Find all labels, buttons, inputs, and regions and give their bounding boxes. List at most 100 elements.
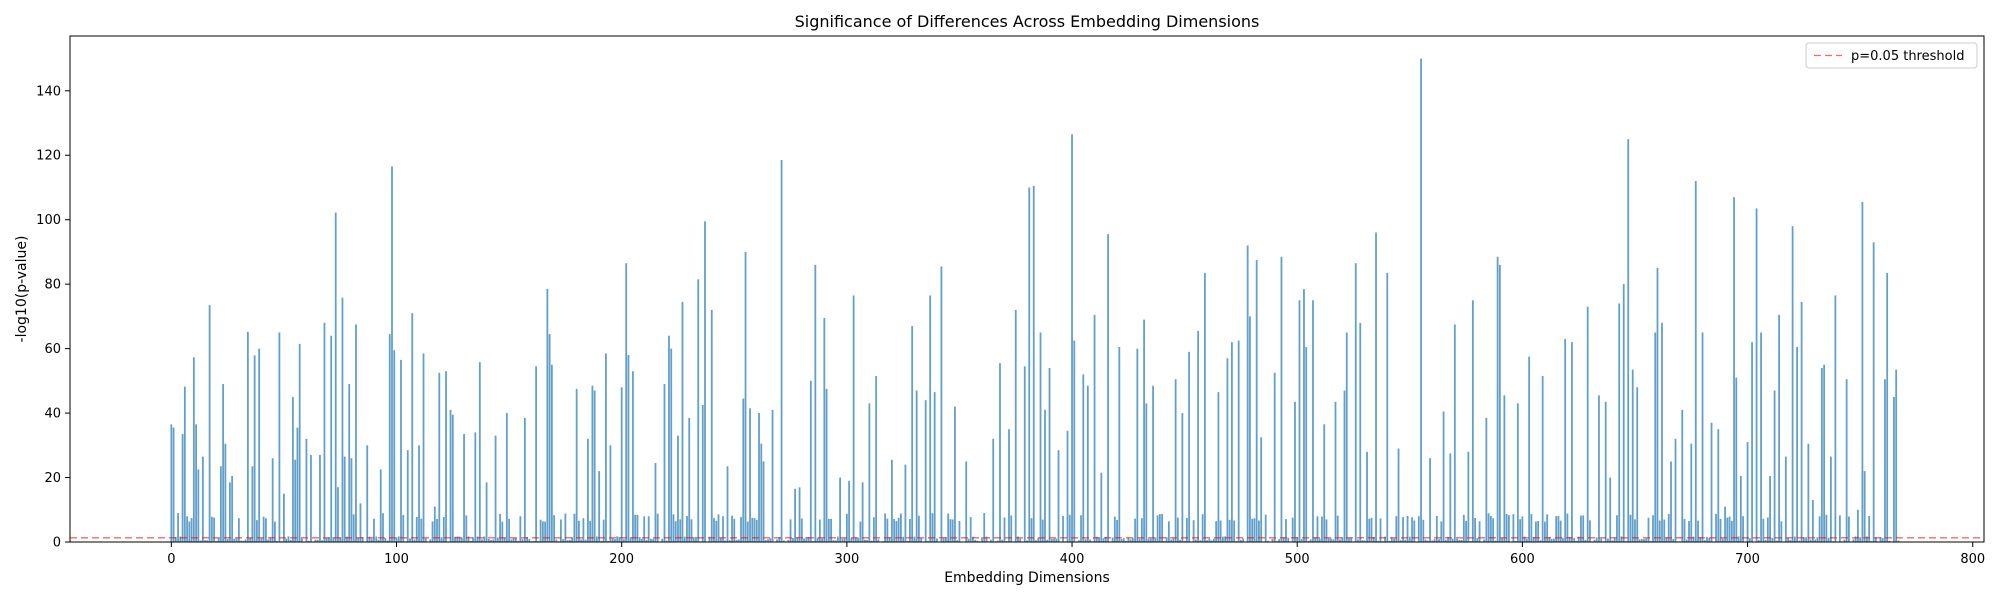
bar <box>217 538 220 542</box>
bar <box>487 538 490 542</box>
bar <box>1057 450 1060 542</box>
bar <box>1893 396 1895 542</box>
bar <box>1805 537 1808 542</box>
bar <box>1866 536 1868 542</box>
bar <box>474 432 477 542</box>
bar <box>800 518 803 542</box>
bar <box>172 427 175 542</box>
bar <box>1095 536 1098 542</box>
bar <box>1213 538 1215 542</box>
bar <box>1580 515 1582 542</box>
y-axis: 0 20 40 60 80 100 120 140 <box>36 84 70 551</box>
bar <box>1847 516 1850 542</box>
bar <box>1260 437 1263 542</box>
bar <box>904 464 907 542</box>
bar <box>1240 539 1242 542</box>
bar <box>1050 538 1053 542</box>
bar <box>1035 540 1037 542</box>
bar <box>1435 515 1438 542</box>
bar <box>350 458 353 542</box>
bar <box>523 417 526 542</box>
bar <box>490 540 492 542</box>
bar <box>782 540 785 542</box>
bar <box>1192 520 1195 542</box>
bar <box>1318 538 1321 542</box>
bar <box>1402 517 1404 542</box>
bar <box>550 364 553 542</box>
bar <box>956 540 959 542</box>
bar <box>1215 521 1218 542</box>
bar <box>1433 539 1436 542</box>
bar <box>1113 516 1116 542</box>
bar <box>1395 516 1398 542</box>
bar <box>931 513 934 542</box>
bar <box>1521 516 1524 542</box>
bar <box>397 536 400 542</box>
bar <box>661 538 664 542</box>
bar <box>663 384 666 542</box>
bar <box>197 469 200 542</box>
bar <box>596 536 598 542</box>
bar <box>1068 514 1071 542</box>
bar <box>1820 367 1823 542</box>
bar <box>505 413 508 542</box>
bar <box>1431 540 1434 542</box>
bar <box>708 536 711 542</box>
bar <box>267 539 270 542</box>
bar <box>285 538 288 542</box>
bar <box>1706 536 1708 542</box>
bar <box>893 519 896 542</box>
bar <box>379 469 382 542</box>
bar <box>415 517 418 542</box>
bar <box>1363 540 1366 542</box>
bar <box>575 388 578 542</box>
bar <box>643 516 646 542</box>
bar <box>1165 537 1168 542</box>
bar <box>717 514 720 542</box>
bar <box>1537 520 1540 542</box>
bar <box>469 540 472 542</box>
bar <box>1420 58 1422 543</box>
bar <box>1309 539 1312 542</box>
bar <box>1249 316 1251 542</box>
bar <box>1501 538 1504 542</box>
bar <box>316 539 319 542</box>
bar <box>990 539 992 542</box>
bar <box>242 540 245 542</box>
bar <box>1298 300 1301 542</box>
bar <box>1408 536 1411 542</box>
bar <box>1697 520 1699 542</box>
bar <box>609 445 612 542</box>
bar <box>1185 517 1188 542</box>
bar <box>1253 518 1256 542</box>
bar <box>942 538 945 542</box>
bar <box>332 537 335 542</box>
bar <box>246 331 249 542</box>
bar <box>1751 342 1753 542</box>
bar <box>1787 538 1789 542</box>
bar <box>508 518 510 542</box>
bar <box>348 384 351 542</box>
bar <box>1046 539 1049 542</box>
bar <box>418 445 420 542</box>
bar <box>1384 536 1386 542</box>
bar <box>1773 390 1776 542</box>
bar <box>1048 367 1051 542</box>
bar <box>179 536 182 542</box>
bar <box>334 212 337 542</box>
bar <box>877 539 880 542</box>
bar <box>1661 322 1663 542</box>
legend: p=0.05 threshold <box>1805 42 1978 69</box>
bar <box>1735 377 1738 542</box>
bar <box>1530 514 1533 542</box>
bar <box>208 305 211 542</box>
bar <box>636 514 639 542</box>
bar <box>1224 536 1227 542</box>
bar <box>1634 519 1636 542</box>
legend-label: p=0.05 threshold <box>1851 49 1964 64</box>
bar <box>796 537 799 542</box>
bar <box>821 538 823 542</box>
bar <box>731 515 733 542</box>
bar <box>1417 516 1420 542</box>
bar <box>890 459 893 542</box>
